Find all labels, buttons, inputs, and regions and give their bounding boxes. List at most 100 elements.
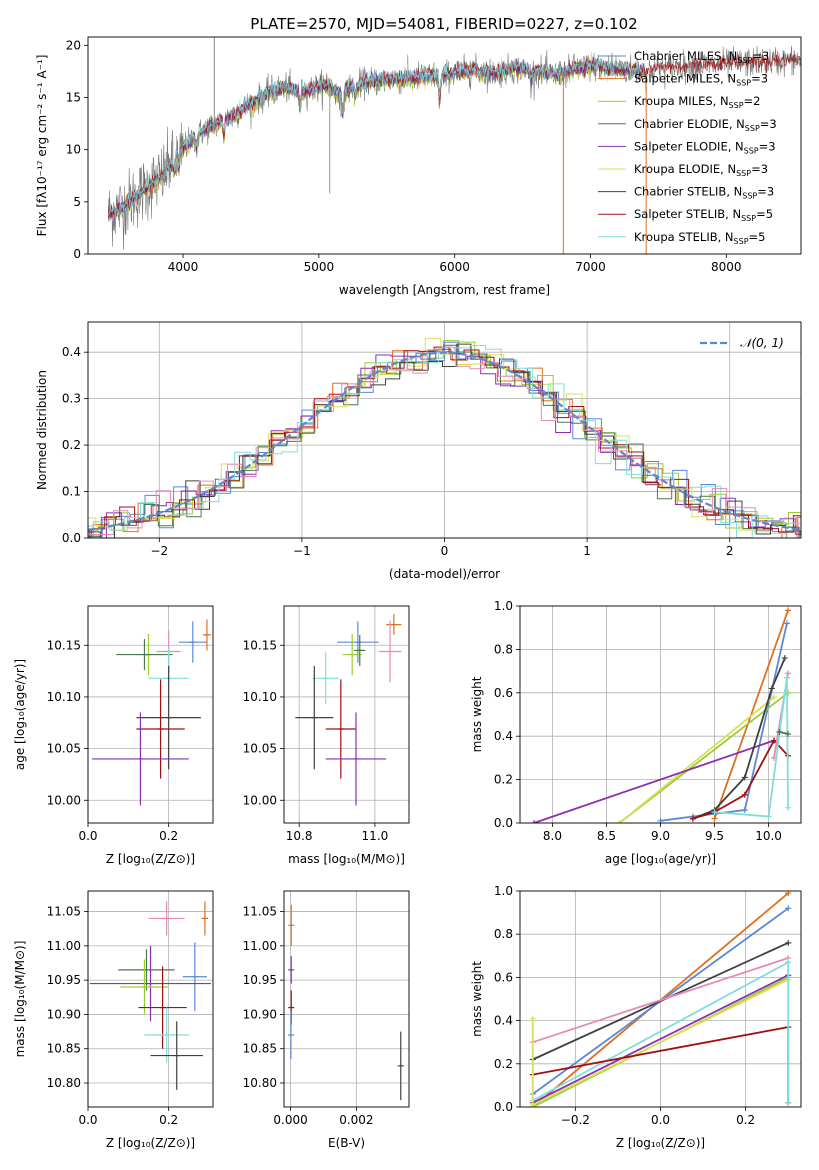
y-tick-label: 1.0 bbox=[494, 599, 513, 613]
errorbar-point-chabrier_miles bbox=[178, 621, 207, 663]
y-tick-label: 11.00 bbox=[47, 939, 81, 953]
weight-line bbox=[618, 692, 789, 823]
weight-line bbox=[532, 974, 789, 1104]
weight-line bbox=[532, 941, 789, 1061]
y-tick-label: 10.80 bbox=[47, 1076, 81, 1090]
errorbar-point-salpeter_miles bbox=[288, 904, 295, 946]
weight-marker bbox=[616, 820, 623, 823]
y-tick-label: 10.90 bbox=[243, 1007, 277, 1021]
weight-marker bbox=[781, 655, 788, 662]
y-axis-label: mass weight bbox=[470, 961, 484, 1037]
weight-marker bbox=[776, 728, 783, 735]
axes-frame bbox=[87, 321, 802, 539]
x-tick-label: 0.2 bbox=[736, 1113, 755, 1127]
axes-frame bbox=[519, 890, 802, 1108]
y-tick-label: 0.3 bbox=[62, 392, 81, 406]
weight-series-kroupa_stelib bbox=[711, 674, 790, 820]
legend-label: Salpeter MILES, NSSP=3 bbox=[634, 72, 768, 88]
x-tick-label: −0.2 bbox=[561, 1113, 590, 1127]
weight-vs-age-panel: 8.0 8.5 9.0 9.5 10.0 0.0 0.2 0.4 0.6 0.8 1.0 age [l… bbox=[470, 599, 802, 866]
y-tick-label: 0.6 bbox=[494, 970, 513, 984]
y-tick-label: 10.05 bbox=[47, 742, 81, 756]
errorbar-point-chabrier_stelib bbox=[150, 1021, 203, 1090]
weight-line bbox=[532, 978, 789, 1106]
histogram-kroupa_elodie bbox=[88, 337, 801, 538]
weight-series-kroupa_stelib bbox=[785, 959, 792, 1106]
x-tick-label: 0.2 bbox=[159, 829, 178, 843]
y-tick-label: 10.90 bbox=[47, 1007, 81, 1021]
figure-title: PLATE=2570, MJD=54081, FIBERID=0227, z=0… bbox=[250, 15, 637, 33]
weight-line bbox=[786, 677, 789, 808]
legend-label: Chabrier MILES, NSSP=3 bbox=[634, 49, 769, 65]
y-tick-label: 10 bbox=[66, 143, 81, 157]
x-tick-label: 10.0 bbox=[755, 829, 782, 843]
weight-marker bbox=[711, 815, 718, 822]
errorbar-point-chabrier_miles bbox=[337, 621, 379, 663]
plot-area bbox=[90, 901, 211, 1090]
y-tick-label: 10.05 bbox=[243, 742, 277, 756]
axes-frame bbox=[87, 605, 214, 824]
errorbar-point-chabrier_elodie bbox=[116, 639, 173, 671]
x-tick-label: 6000 bbox=[439, 260, 470, 274]
y-tick-label: 10.00 bbox=[47, 793, 81, 807]
weight-vs-Z-panel: −0.2 0.0 0.2 0.0 0.2 0.4 0.6 0.8 1.0 Z [log₁₀(Z/Z… bbox=[470, 884, 802, 1150]
y-tick-label: 0.4 bbox=[494, 729, 513, 743]
errorbar-point-chabrier_stelib bbox=[136, 665, 201, 770]
observed-spectrum bbox=[108, 45, 801, 250]
weight-marker bbox=[765, 813, 772, 820]
y-tick-label: 0.0 bbox=[62, 531, 81, 545]
x-tick-label: −2 bbox=[150, 544, 168, 558]
x-tick-label: 0.2 bbox=[159, 1113, 178, 1127]
x-tick-label: 0.000 bbox=[273, 1113, 307, 1127]
mass-vs-EBV-panel: 0.000 0.002 10.80 10.85 10.90 10.95 11.00 11.05… bbox=[243, 890, 410, 1150]
weight-marker bbox=[529, 1104, 536, 1107]
weight-marker bbox=[785, 1099, 792, 1106]
y-tick-label: 10.80 bbox=[243, 1076, 277, 1090]
weight-marker bbox=[768, 685, 775, 692]
y-axis-label: age [log₁₀(age/yr)] bbox=[13, 659, 27, 770]
errorbar-point-chabrier_stelib bbox=[397, 1031, 404, 1101]
histogram-chabrier_elodie bbox=[88, 344, 801, 537]
plot-area bbox=[287, 904, 404, 1101]
y-axis-label: Normed distribution bbox=[35, 370, 49, 490]
normal-curve bbox=[88, 351, 799, 531]
errorbar-point-salpeter_elodie bbox=[325, 712, 387, 806]
x-tick-label: 0.0 bbox=[651, 1113, 670, 1127]
y-tick-label: 10.10 bbox=[243, 690, 277, 704]
mass-vs-Z-panel: 0.0 0.2 10.80 10.85 10.90 10.95 11.00 11.05 Z [l… bbox=[13, 890, 214, 1150]
errorbar-point-pink bbox=[148, 901, 185, 936]
spectrum-legend: Chabrier MILES, NSSP=3 Salpeter MILES, NS… bbox=[598, 49, 777, 246]
errorbar-point-kroupa_miles bbox=[120, 959, 169, 1015]
x-tick-label: −1 bbox=[293, 544, 311, 558]
errorbar-point-chabrier_elodie bbox=[354, 634, 366, 666]
y-tick-label: 0.0 bbox=[494, 1100, 513, 1114]
y-tick-label: 0.2 bbox=[62, 438, 81, 452]
plot-area bbox=[92, 619, 211, 806]
residuals-panel: −2 −1 0 1 2 0.0 0.1 0.2 0.3 0.4 (data-model)/error… bbox=[35, 321, 802, 581]
weight-marker bbox=[785, 959, 792, 966]
axes-frame bbox=[519, 605, 802, 824]
errorbar-point-pink bbox=[378, 620, 402, 683]
axes-frame bbox=[87, 36, 802, 255]
x-tick-label: 9.0 bbox=[651, 829, 670, 843]
errorbar-point-salpeter_miles bbox=[201, 901, 209, 936]
x-tick-label: 11.0 bbox=[362, 829, 389, 843]
histogram-kroupa_stelib bbox=[88, 345, 801, 538]
weight-marker bbox=[783, 674, 790, 681]
errorbar-point-chabrier_elodie bbox=[118, 949, 175, 991]
weight-marker bbox=[785, 939, 792, 946]
y-tick-label: 0.8 bbox=[494, 927, 513, 941]
x-axis-label: Z [log₁₀(Z/Z⊙)] bbox=[106, 852, 195, 866]
y-tick-label: 10.95 bbox=[243, 973, 277, 987]
y-tick-label: 10.15 bbox=[47, 638, 81, 652]
y-tick-label: 0.6 bbox=[494, 686, 513, 700]
plot-area bbox=[88, 337, 801, 538]
weight-marker bbox=[689, 815, 696, 822]
errorbar-point-chabrier_miles bbox=[287, 1011, 294, 1059]
x-tick-label: 0.002 bbox=[339, 1113, 373, 1127]
y-tick-label: 20 bbox=[66, 38, 81, 52]
errorbar-point-salpeter_stelib bbox=[325, 679, 356, 779]
y-tick-label: 0.2 bbox=[494, 1057, 513, 1071]
weight-marker bbox=[783, 620, 790, 627]
x-tick-label: 8.5 bbox=[597, 829, 616, 843]
